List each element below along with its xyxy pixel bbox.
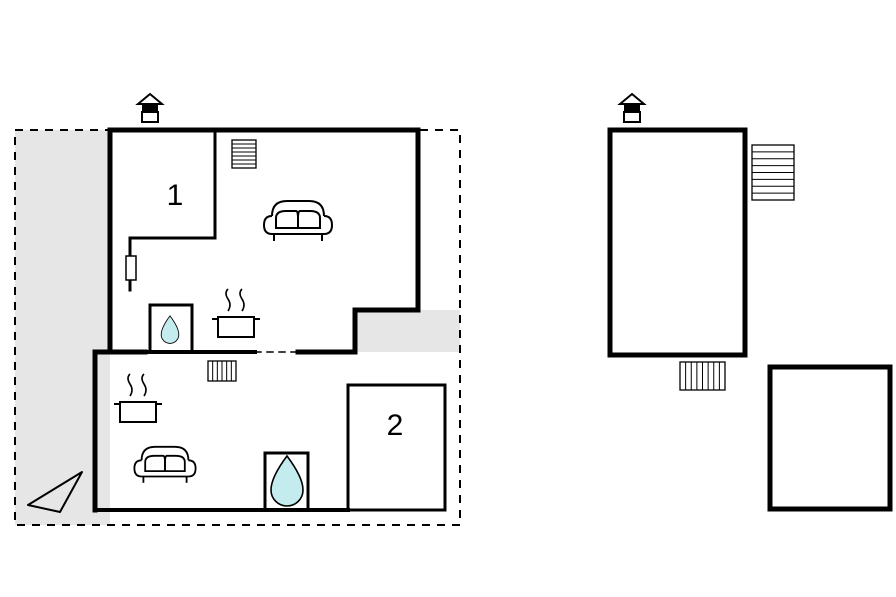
shade-region-1 (355, 310, 460, 352)
label-room1: 1 (167, 179, 184, 212)
label-room2: 2 (387, 409, 404, 442)
door-icon (126, 256, 136, 280)
radiator-right-1 (680, 362, 725, 390)
floor-plan: 12 (0, 0, 896, 597)
radiator-left-0 (232, 140, 256, 168)
right-block-1 (770, 367, 890, 509)
right-block-0 (610, 130, 745, 355)
radiator-left-1 (208, 361, 236, 381)
radiator-right-0 (752, 145, 794, 200)
canvas-bg (0, 0, 896, 597)
